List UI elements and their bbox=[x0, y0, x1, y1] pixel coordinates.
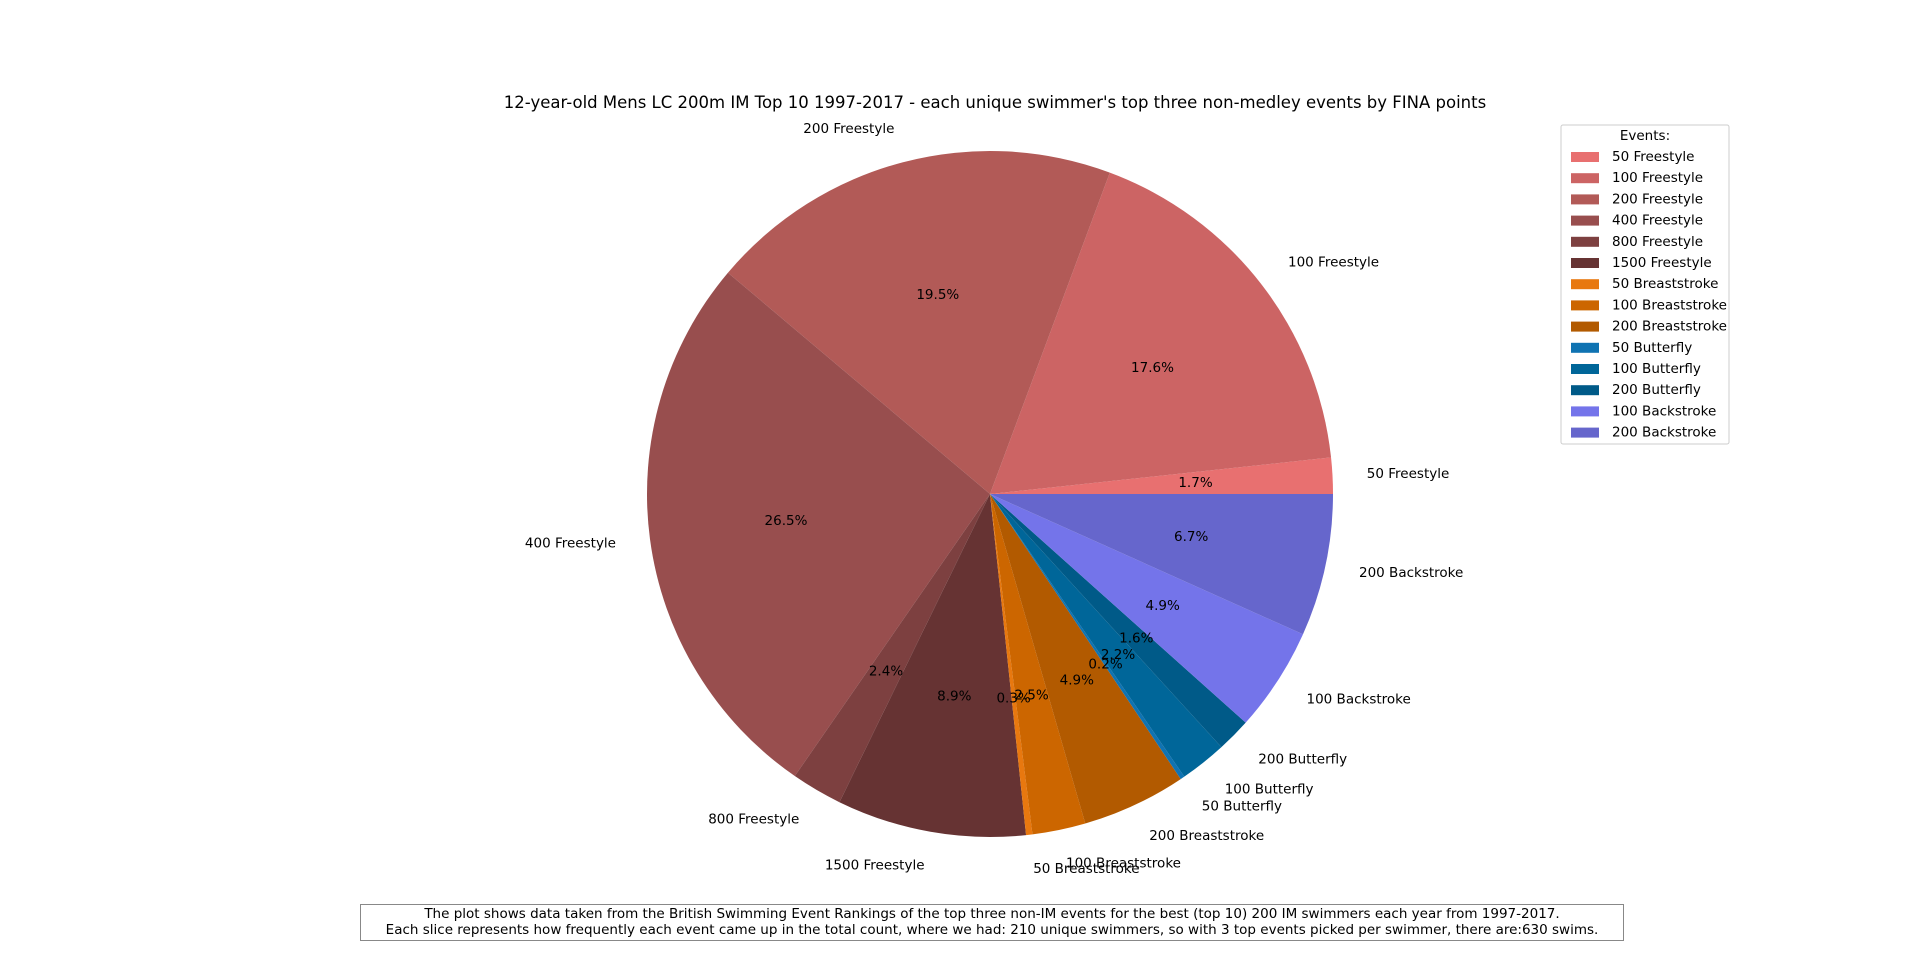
slice-percent-100-breaststroke: 2.5% bbox=[1014, 688, 1048, 704]
slice-label-100-freestyle: 100 Freestyle bbox=[1288, 255, 1379, 271]
pie-slices bbox=[646, 151, 1333, 838]
legend-label-100-butterfly: 100 Butterfly bbox=[1612, 361, 1701, 377]
legend-items: 50 Freestyle 100 Freestyle 200 Freestyle 40… bbox=[1571, 149, 1727, 441]
slice-percent-100-butterfly: 2.2% bbox=[1101, 647, 1135, 663]
slice-label-100-backstroke: 100 Backstroke bbox=[1307, 691, 1411, 707]
slice-percent-200-butterfly: 1.6% bbox=[1119, 631, 1153, 647]
slice-percent-50-breaststroke: 0.3% bbox=[996, 690, 1030, 706]
pie-slice-100-butterfly bbox=[990, 494, 1222, 777]
legend-swatch-800-freestyle bbox=[1571, 236, 1599, 247]
legend-swatch-50-butterfly bbox=[1571, 342, 1599, 353]
legend-label-400-freestyle: 400 Freestyle bbox=[1612, 213, 1703, 229]
slice-percent-200-breaststroke: 4.9% bbox=[1060, 673, 1094, 689]
legend-label-50-breaststroke: 50 Breaststroke bbox=[1612, 276, 1718, 292]
legend-swatch-100-backstroke bbox=[1571, 406, 1599, 417]
pie-slice-50-freestyle bbox=[990, 457, 1333, 494]
slice-label-100-butterfly: 100 Butterfly bbox=[1225, 781, 1314, 797]
legend-swatch-1500-freestyle bbox=[1571, 258, 1599, 268]
pie-slice-50-breaststroke bbox=[990, 494, 1033, 836]
chart-title: 12-year-old Mens LC 200m IM Top 10 1997-… bbox=[504, 93, 1486, 112]
slice-label-200-freestyle: 200 Freestyle bbox=[803, 121, 894, 137]
slice-label-800-freestyle: 800 Freestyle bbox=[708, 812, 799, 828]
legend-label-100-breaststroke: 100 Breaststroke bbox=[1612, 297, 1727, 313]
legend-label-50-butterfly: 50 Butterfly bbox=[1612, 340, 1692, 356]
slice-percent-800-freestyle: 2.4% bbox=[869, 664, 903, 680]
slice-percent-400-freestyle: 26.5% bbox=[765, 513, 808, 529]
slice-percent-200-freestyle: 19.5% bbox=[916, 287, 959, 303]
legend-label-200-freestyle: 200 Freestyle bbox=[1612, 191, 1703, 207]
legend-swatch-100-butterfly bbox=[1571, 364, 1599, 374]
legend-frame bbox=[1560, 124, 1730, 445]
legend-label-800-freestyle: 800 Freestyle bbox=[1612, 234, 1703, 250]
pie-slice-200-breaststroke bbox=[990, 494, 1181, 824]
slice-label-1500-freestyle: 1500 Freestyle bbox=[825, 858, 925, 874]
pie-slice-200-backstroke bbox=[990, 494, 1333, 635]
legend-swatch-50-freestyle bbox=[1571, 152, 1599, 162]
slice-percent-1500-freestyle: 8.9% bbox=[937, 689, 971, 705]
slice-label-200-backstroke: 200 Backstroke bbox=[1359, 565, 1463, 581]
slice-percent-50-freestyle: 1.7% bbox=[1178, 475, 1212, 491]
pie-slice-800-freestyle bbox=[794, 494, 990, 803]
legend-swatch-200-butterfly bbox=[1571, 385, 1599, 396]
slice-label-100-breaststroke: 100 Breaststroke bbox=[1066, 856, 1181, 872]
legend: Events: 50 Freestyle 100 Freestyle 200 Fre… bbox=[1560, 124, 1730, 445]
slice-label-200-butterfly: 200 Butterfly bbox=[1258, 751, 1347, 767]
slice-label-50-butterfly: 50 Butterfly bbox=[1202, 798, 1282, 814]
slice-percent-100-backstroke: 4.9% bbox=[1146, 598, 1180, 614]
pie-slice-400-freestyle bbox=[646, 272, 990, 777]
slice-label-200-breaststroke: 200 Breaststroke bbox=[1149, 828, 1264, 844]
legend-swatch-200-backstroke bbox=[1571, 427, 1599, 438]
legend-swatch-400-freestyle bbox=[1571, 215, 1599, 226]
slice-percent-100-freestyle: 17.6% bbox=[1131, 360, 1174, 376]
legend-swatch-100-breaststroke bbox=[1571, 300, 1599, 311]
legend-label-200-backstroke: 200 Backstroke bbox=[1612, 425, 1716, 441]
legend-label-200-breaststroke: 200 Breaststroke bbox=[1612, 319, 1727, 335]
legend-title: Events: bbox=[1620, 128, 1670, 144]
pie-slice-200-freestyle bbox=[727, 151, 1110, 494]
pie-slice-100-freestyle bbox=[990, 172, 1332, 494]
pie-slice-100-backstroke bbox=[990, 494, 1303, 723]
pie-slice-50-butterfly bbox=[990, 494, 1185, 780]
pie-slice-100-breaststroke bbox=[990, 494, 1086, 835]
legend-label-200-butterfly: 200 Butterfly bbox=[1612, 382, 1701, 398]
slice-percent-labels: 1.7%17.6%19.5%26.5%2.4%8.9% 0.3%2.5%4.9%0… bbox=[765, 287, 1213, 707]
pie-slice-200-butterfly bbox=[990, 494, 1246, 748]
legend-label-50-freestyle: 50 Freestyle bbox=[1612, 149, 1695, 165]
slice-percent-50-butterfly: 0.2% bbox=[1088, 656, 1122, 672]
legend-swatch-200-freestyle bbox=[1571, 194, 1599, 205]
legend-swatch-100-freestyle bbox=[1571, 173, 1599, 184]
slice-label-400-freestyle: 400 Freestyle bbox=[525, 536, 616, 552]
slice-label-50-breaststroke: 50 Breaststroke bbox=[1033, 861, 1139, 877]
caption-line-2: Each slice represents how frequently eac… bbox=[385, 922, 1599, 938]
caption-box: The plot shows data taken from the Briti… bbox=[360, 904, 1624, 941]
legend-label-100-freestyle: 100 Freestyle bbox=[1612, 170, 1703, 186]
legend-swatch-200-breaststroke bbox=[1571, 321, 1599, 332]
slice-labels: 50 Freestyle 100 Freestyle 200 Freestyle 40… bbox=[525, 121, 1463, 877]
caption-line-1: The plot shows data taken from the Briti… bbox=[424, 906, 1560, 922]
legend-label-100-backstroke: 100 Backstroke bbox=[1612, 403, 1716, 419]
pie-slice-1500-freestyle bbox=[839, 494, 1027, 838]
slice-percent-200-backstroke: 6.7% bbox=[1174, 529, 1208, 545]
slice-label-50-freestyle: 50 Freestyle bbox=[1367, 466, 1450, 482]
legend-label-1500-freestyle: 1500 Freestyle bbox=[1612, 255, 1712, 271]
legend-swatch-50-breaststroke bbox=[1571, 279, 1599, 290]
